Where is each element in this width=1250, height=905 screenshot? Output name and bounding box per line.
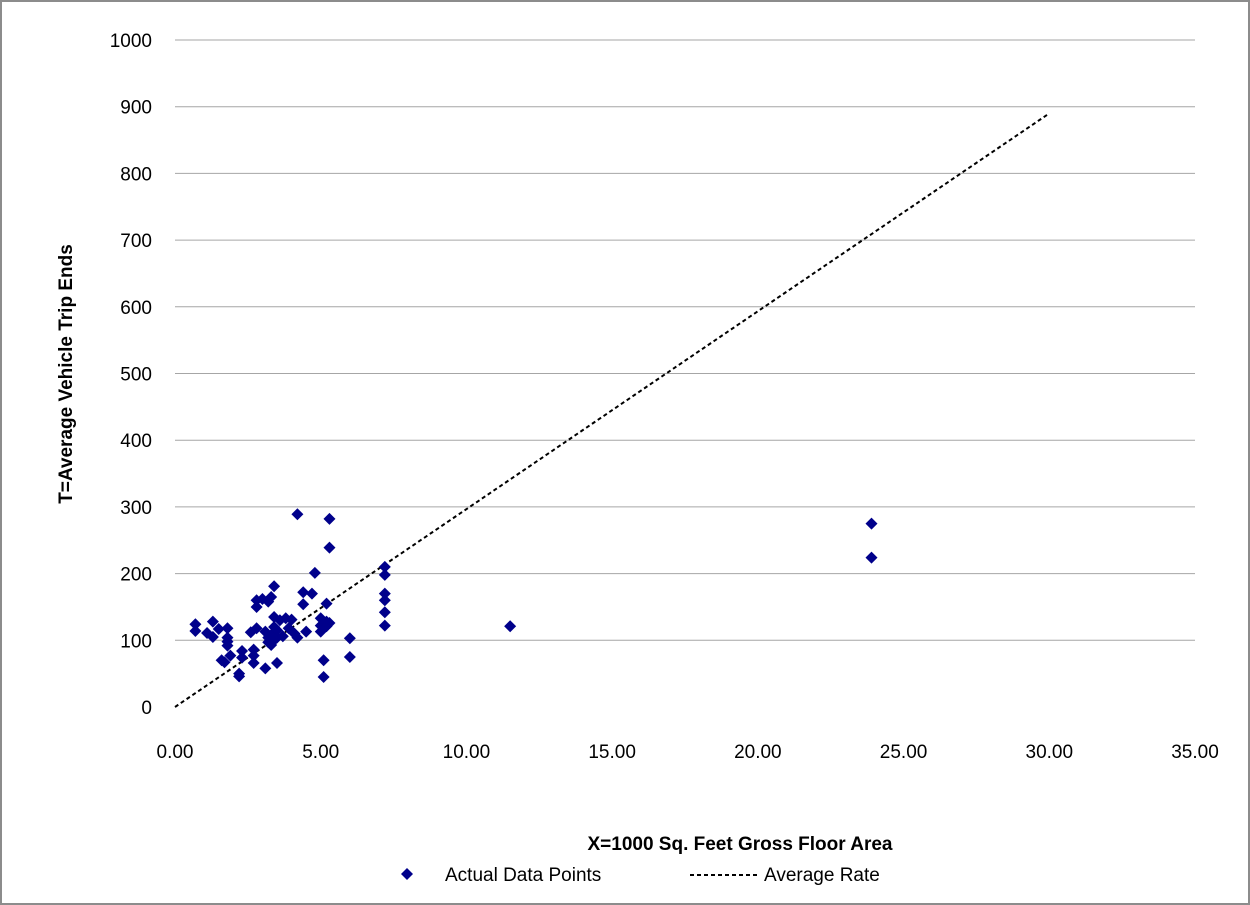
y-tick-label: 0 xyxy=(141,698,152,719)
y-axis-title: T=Average Vehicle Trip Ends xyxy=(56,244,77,504)
data-point xyxy=(323,541,336,554)
x-tick-label: 0.00 xyxy=(157,742,194,763)
x-tick-label: 15.00 xyxy=(588,742,636,763)
data-point xyxy=(300,625,313,638)
data-point xyxy=(320,597,333,610)
data-point xyxy=(317,654,330,667)
data-point xyxy=(247,649,260,662)
y-tick-label: 900 xyxy=(120,98,152,119)
data-point xyxy=(323,616,336,629)
data-point xyxy=(236,644,249,657)
data-point xyxy=(206,615,219,628)
data-point xyxy=(233,670,246,683)
data-point xyxy=(317,670,330,683)
data-point xyxy=(259,662,272,675)
data-point xyxy=(865,517,878,530)
y-tick-label: 800 xyxy=(120,164,152,185)
y-tick-label: 100 xyxy=(120,631,152,652)
y-tick-labels: 0 100 200 300 400 500 600 700 800 900 1000 xyxy=(110,31,152,719)
x-axis-title: X=1000 Sq. Feet Gross Floor Area xyxy=(587,834,892,855)
data-point xyxy=(268,580,281,593)
data-point xyxy=(189,624,202,637)
data-point xyxy=(247,656,260,669)
data-point xyxy=(276,630,289,643)
average-rate-line-path xyxy=(174,112,1050,708)
y-tick-label: 500 xyxy=(120,365,152,386)
data-point xyxy=(308,566,321,579)
data-point xyxy=(378,587,391,600)
y-tick-label: 600 xyxy=(120,298,152,319)
data-point xyxy=(271,656,283,669)
data-point xyxy=(221,639,234,652)
data-point xyxy=(323,512,336,525)
y-tick-label: 400 xyxy=(120,431,152,452)
data-point xyxy=(236,651,249,664)
data-point xyxy=(291,631,304,644)
data-point xyxy=(504,620,517,633)
x-tick-label: 25.00 xyxy=(880,742,928,763)
data-point xyxy=(343,650,356,663)
data-point xyxy=(297,598,310,611)
x-tick-label: 20.00 xyxy=(734,742,782,763)
data-point xyxy=(247,643,260,656)
data-point xyxy=(206,630,219,643)
y-tick-label: 1000 xyxy=(110,31,152,52)
data-point xyxy=(265,590,278,603)
y-tick-label: 300 xyxy=(120,498,152,519)
data-point xyxy=(378,606,391,619)
data-point xyxy=(378,594,391,607)
y-tick-label: 200 xyxy=(120,565,152,586)
data-point xyxy=(865,551,878,564)
x-tick-label: 10.00 xyxy=(443,742,491,763)
data-point xyxy=(378,560,391,573)
x-tick-labels: 0.00 5.00 10.00 15.00 20.00 25.00 30.00 35.00 xyxy=(157,742,1219,763)
data-point xyxy=(305,587,318,600)
average-rate-line xyxy=(174,112,1050,708)
data-point xyxy=(224,649,237,662)
data-point xyxy=(221,622,234,635)
legend-diamond-marker xyxy=(401,868,413,880)
legend-label-points: Actual Data Points xyxy=(445,865,601,886)
data-point xyxy=(378,568,391,581)
x-tick-label: 30.00 xyxy=(1026,742,1074,763)
data-point xyxy=(218,656,231,669)
data-point xyxy=(250,622,263,635)
data-point xyxy=(378,619,391,632)
data-point xyxy=(189,618,202,631)
x-tick-label: 5.00 xyxy=(302,742,339,763)
legend-label-line: Average Rate xyxy=(764,865,880,886)
y-tick-label: 700 xyxy=(120,231,152,252)
data-points xyxy=(189,508,878,683)
data-point xyxy=(285,613,298,626)
legend: Actual Data Points Average Rate xyxy=(401,865,880,886)
data-point xyxy=(212,622,225,635)
gridlines xyxy=(175,39,1195,641)
data-point xyxy=(250,600,263,613)
data-point xyxy=(343,632,356,645)
data-point xyxy=(291,508,304,521)
data-point xyxy=(297,586,310,599)
x-tick-label: 35.00 xyxy=(1171,742,1219,763)
